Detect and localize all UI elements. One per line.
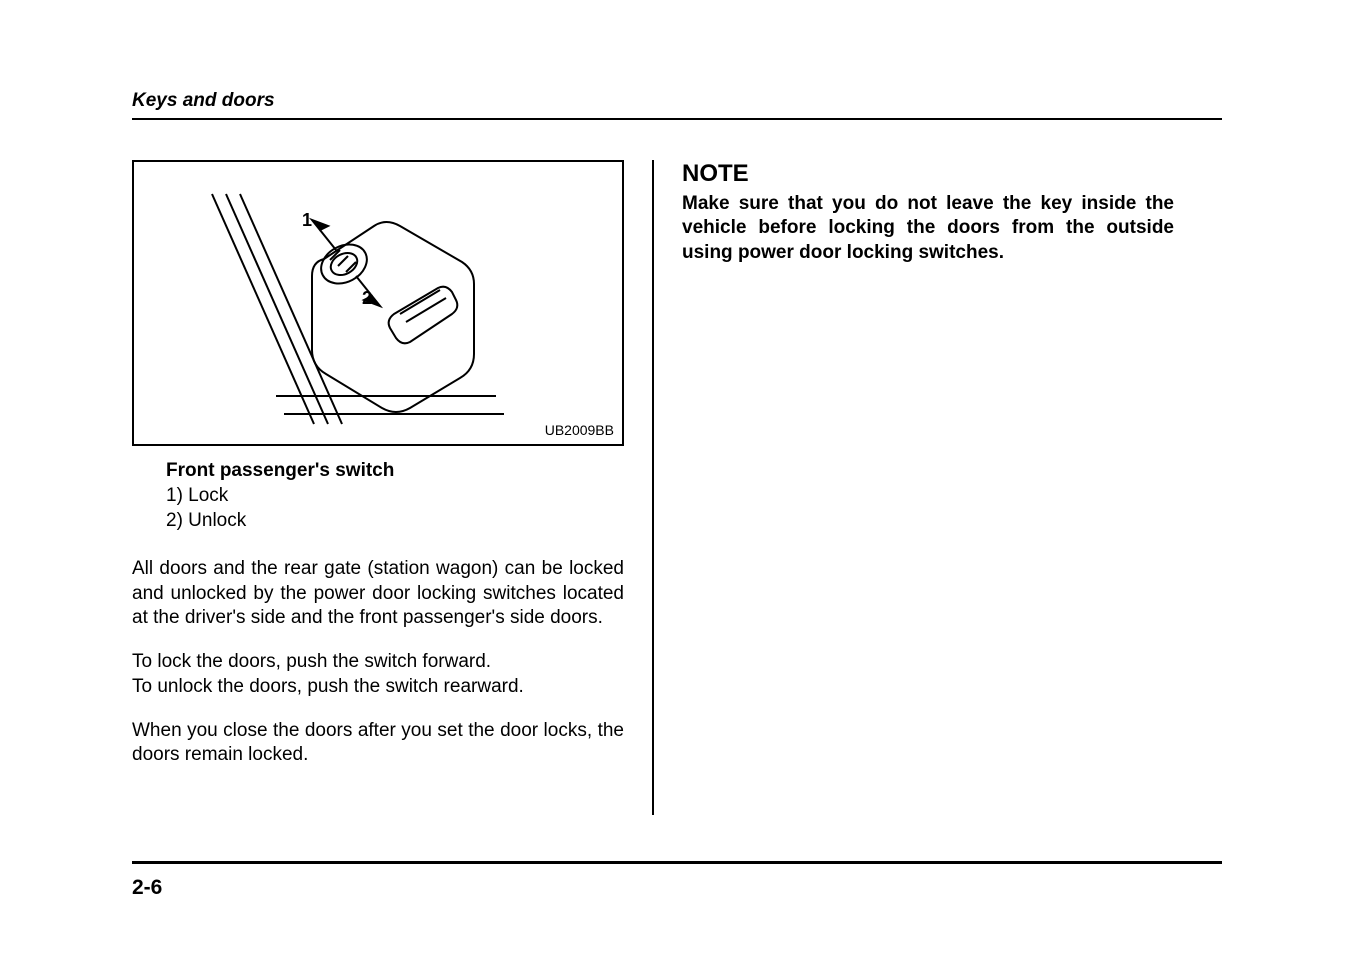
manual-page: Keys and doors [0, 0, 1352, 954]
figure-caption-title: Front passenger's switch [166, 460, 624, 482]
caption-item: 2) Unlock [166, 509, 624, 534]
footer-rule [132, 861, 1222, 864]
door-switch-diagram-svg [134, 162, 622, 444]
page-footer: 2-6 [132, 861, 1222, 900]
page-number: 2-6 [132, 876, 1222, 900]
caption-item: 1) Lock [166, 484, 624, 509]
header-rule [132, 118, 1222, 120]
two-column-layout: 1 2 UB2009BB Front passenger's switch 1)… [132, 160, 1222, 815]
left-column: 1 2 UB2009BB Front passenger's switch 1)… [132, 160, 624, 815]
figure-code: UB2009BB [545, 422, 614, 438]
figure-caption-list: 1) Lock 2) Unlock [166, 484, 624, 533]
note-heading: NOTE [682, 160, 1174, 188]
section-header: Keys and doors [132, 90, 1222, 112]
body-paragraph: All doors and the rear gate (station wag… [132, 557, 624, 630]
note-body: Make sure that you do not leave the key … [682, 192, 1174, 265]
figure-callout-1: 1 [302, 210, 312, 231]
right-column: NOTE Make sure that you do not leave the… [682, 160, 1174, 815]
figure-callout-2: 2 [362, 288, 372, 309]
column-divider [652, 160, 654, 815]
body-paragraph: To lock the doors, push the switch forwa… [132, 650, 624, 699]
body-paragraph: When you close the doors after you set t… [132, 719, 624, 768]
figure-illustration: 1 2 UB2009BB [132, 160, 624, 446]
